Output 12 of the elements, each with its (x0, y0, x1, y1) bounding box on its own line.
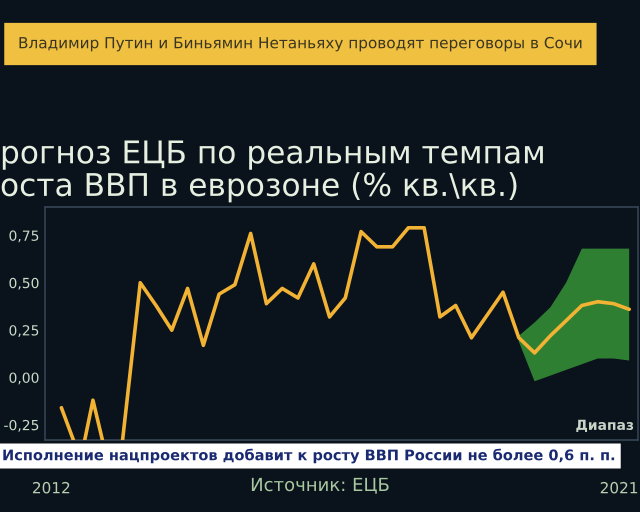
y-tick-label: 0,25 (9, 325, 38, 338)
chart-title: рогноз ЕЦБ по реальным темпам оста ВВП в еврозоне (% кв.\кв.) (2, 140, 543, 202)
text: Владимир Путин и Биньямин Нетаньяху проводят переговоры в Сочи (20, 36, 582, 52)
annotation: Диапаз (576, 420, 634, 432)
x-tick-label: 2021 (600, 482, 638, 494)
text: Исполнение нацпроектов добавит к росту ВВП России не более 0,6 п. п. (3, 448, 614, 464)
x-tick-label: 2012 (32, 482, 70, 494)
text: Источник: ЕЦБ (252, 478, 389, 494)
y-tick-label: 0,00 (9, 372, 39, 384)
y-tick-label: 0,50 (9, 278, 39, 290)
y-tick-label: 0,75 (9, 230, 38, 242)
y-tick-label: -0,25 (4, 420, 38, 432)
